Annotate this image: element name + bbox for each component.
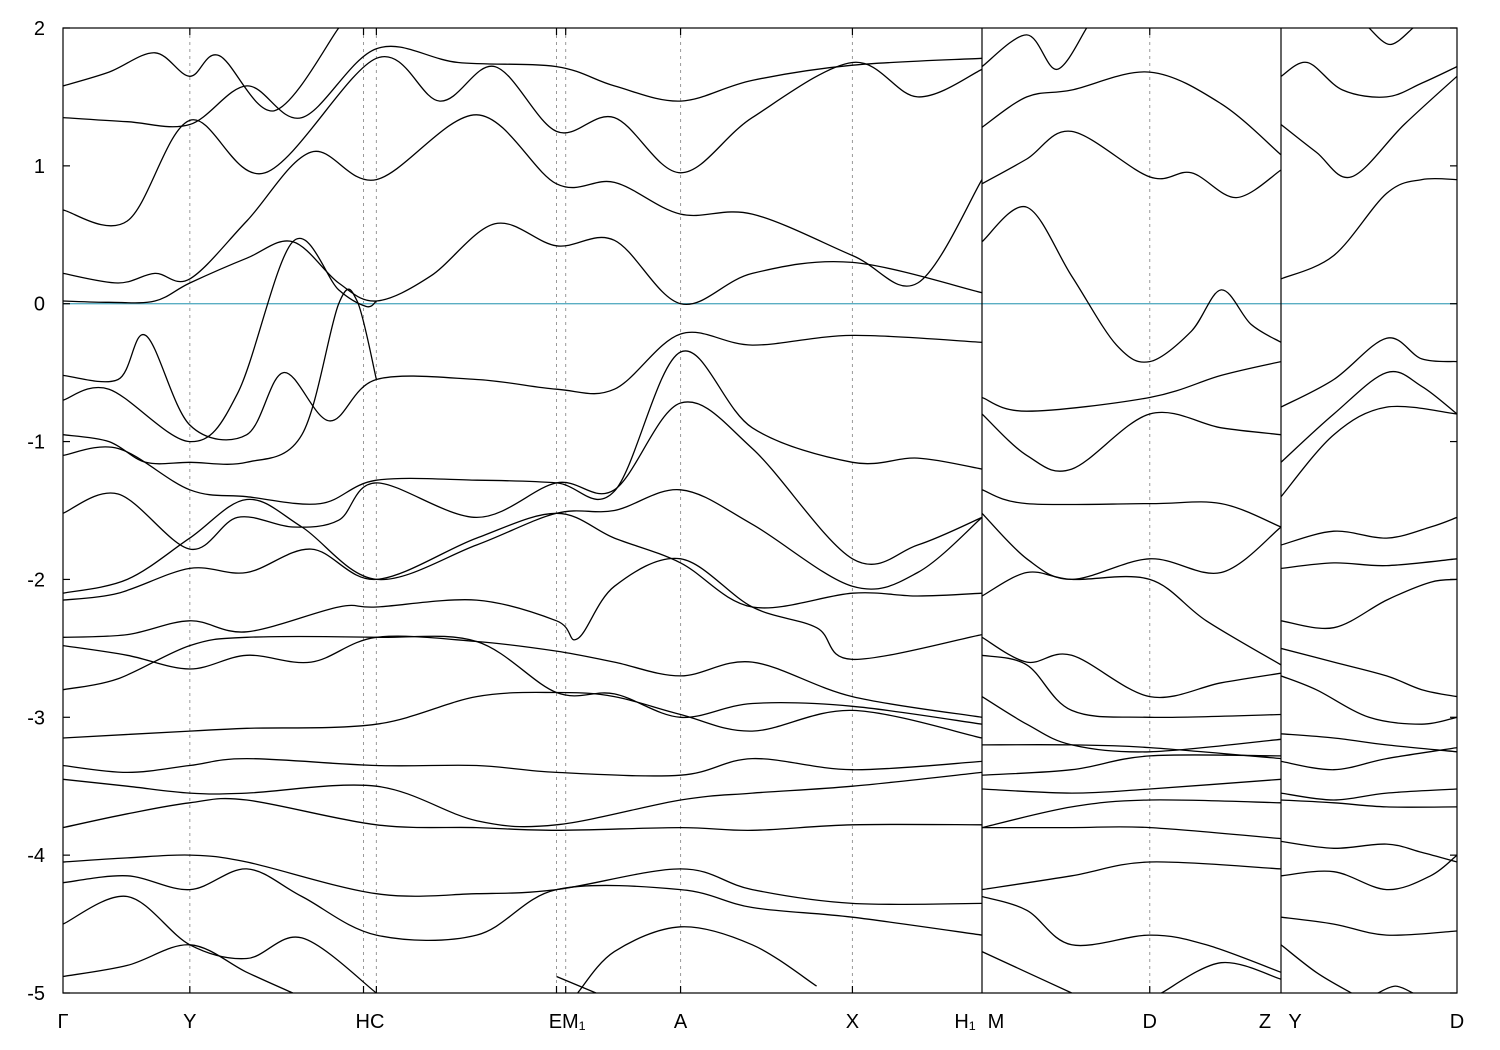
- x-tick-label: Z: [1259, 1011, 1271, 1033]
- x-tick-label: Γ: [57, 1011, 68, 1033]
- band-line: [982, 512, 1281, 581]
- band-line: [1281, 558, 1457, 570]
- band-line: [63, 28, 340, 112]
- band-line: [1281, 516, 1457, 546]
- band-line: [1281, 916, 1457, 936]
- x-tick-label: M: [988, 1011, 1005, 1033]
- band-line: [982, 654, 1281, 719]
- band-line: [1281, 75, 1457, 179]
- band-line: [63, 757, 982, 777]
- band-line: [577, 926, 817, 993]
- x-tick-label: X: [846, 1011, 859, 1033]
- band-line: [982, 71, 1281, 156]
- band-line: [1281, 675, 1457, 725]
- band-line: [1281, 854, 1457, 891]
- band-line: [63, 350, 982, 505]
- band-line: [982, 411, 1281, 472]
- band-line: [982, 28, 1088, 71]
- x-tick-label: Y: [183, 1011, 196, 1033]
- y-tick-label: -2: [27, 569, 45, 591]
- band-line: [1281, 799, 1457, 808]
- band-line: [1281, 405, 1457, 498]
- band-line: [1377, 985, 1414, 993]
- band-line: [982, 696, 1281, 753]
- band-line: [63, 854, 982, 906]
- band-line: [982, 489, 1281, 528]
- x-tick-label: A: [674, 1011, 688, 1033]
- band-line: [982, 826, 1281, 840]
- band-line: [63, 944, 294, 993]
- y-tick-label: -1: [27, 432, 45, 454]
- band-line: [63, 288, 378, 465]
- band-line: [1281, 733, 1457, 753]
- band-line: [63, 635, 982, 725]
- band-line: [63, 331, 982, 441]
- band-line: [63, 771, 982, 828]
- band-line: [63, 557, 982, 661]
- band-line: [982, 861, 1281, 891]
- band-line: [982, 360, 1281, 412]
- panel-separators: [981, 28, 1282, 993]
- x-tick-label: EM₁: [549, 1011, 586, 1033]
- band-line: [556, 975, 597, 993]
- band-line: [982, 754, 1281, 776]
- band-line: [1368, 28, 1414, 46]
- band-line: [1161, 961, 1281, 993]
- x-tick-label: D: [1450, 1011, 1464, 1033]
- band-line: [982, 951, 1072, 993]
- band-line: [63, 55, 982, 227]
- band-line: [982, 799, 1281, 829]
- y-axis: 2 1 0 -1 -2 -3 -4 -5: [27, 18, 1457, 1005]
- x-axis: Γ Y HC EM₁ A X H₁ M D Z Y D: [57, 28, 1464, 1033]
- band-line: [982, 744, 1281, 760]
- y-tick-label: -4: [27, 845, 45, 867]
- band-line: [982, 206, 1281, 363]
- band-line: [1281, 840, 1457, 863]
- plot-frame: [62, 27, 1458, 994]
- x-tick-label: D: [1143, 1011, 1157, 1033]
- band-line: [982, 778, 1281, 794]
- band-line: [63, 635, 982, 718]
- band-line: [63, 797, 982, 831]
- band-line: [63, 489, 982, 594]
- x-tick-label: Y: [1288, 1011, 1301, 1033]
- band-line: [1281, 337, 1457, 408]
- band-line: [1281, 578, 1457, 630]
- band-line: [982, 895, 1281, 973]
- band-line: [982, 130, 1281, 199]
- band-line: [63, 401, 982, 565]
- band-line: [1281, 370, 1457, 463]
- band-line: [1281, 788, 1457, 801]
- y-tick-label: 2: [34, 18, 45, 40]
- x-tick-label: H₁: [954, 1011, 975, 1033]
- x-tick-label: HC: [356, 1011, 385, 1033]
- band-line: [63, 512, 982, 609]
- y-tick-label: -3: [27, 707, 45, 729]
- band-line: [1281, 746, 1457, 771]
- band-line: [63, 237, 377, 443]
- band-line: [982, 571, 1281, 666]
- band-line: [63, 114, 982, 287]
- band-line: [1281, 177, 1457, 280]
- band-line: [1281, 61, 1457, 98]
- band-line: [1281, 944, 1352, 993]
- high-symmetry-gridlines: [189, 28, 1151, 993]
- band-line: [63, 691, 982, 739]
- band-line: [982, 636, 1281, 699]
- band-line: [63, 222, 982, 306]
- band-line: [63, 45, 982, 128]
- band-line: [1281, 647, 1457, 698]
- y-tick-label: 0: [34, 294, 45, 316]
- band-lines: [63, 28, 1457, 993]
- band-line: [63, 895, 377, 993]
- band-line: [63, 868, 982, 941]
- y-tick-label: -5: [27, 983, 45, 1005]
- y-tick-label: 1: [34, 156, 45, 178]
